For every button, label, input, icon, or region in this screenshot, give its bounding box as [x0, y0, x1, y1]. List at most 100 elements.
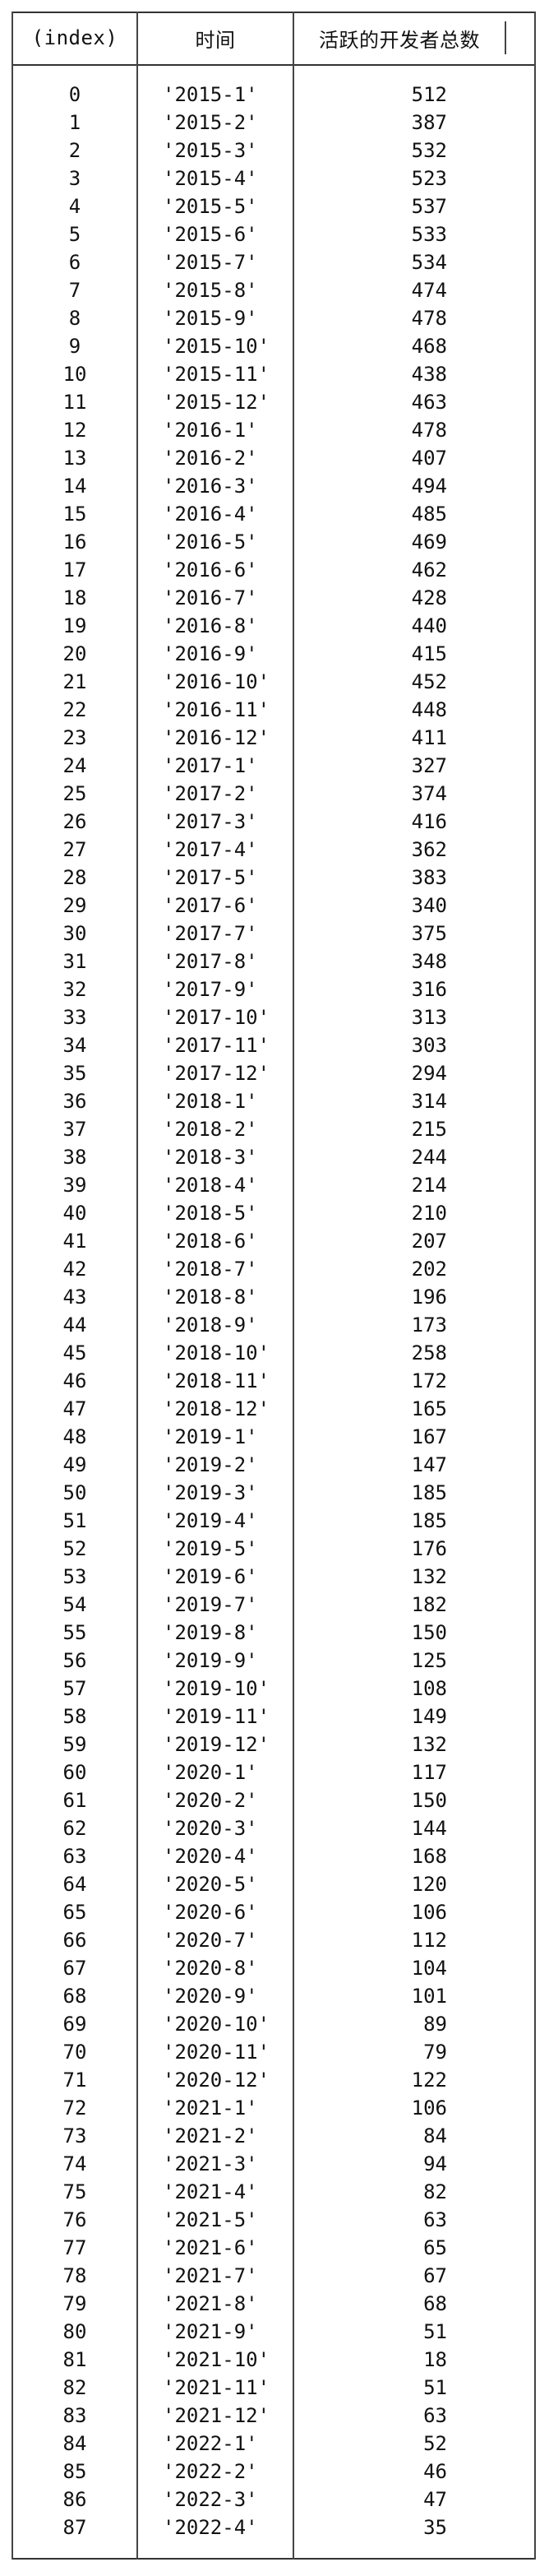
row-index-cell: 20	[62, 642, 87, 665]
row-time-cell: '2016-3'	[163, 475, 258, 498]
row-index-cell: 9	[68, 335, 81, 358]
row-count-cell: 182	[411, 1593, 447, 1616]
row-index-cell: 73	[62, 2124, 87, 2147]
row-time-cell: '2019-11'	[163, 1705, 270, 1728]
row-index-cell: 39	[62, 1174, 87, 1197]
row-time-cell: '2016-5'	[163, 530, 258, 554]
row-time-cell: '2017-11'	[163, 1034, 270, 1057]
row-count-cell: 375	[411, 922, 447, 945]
row-count-cell: 122	[411, 2069, 447, 2092]
row-count-cell: 411	[411, 726, 447, 749]
row-time-cell: '2015-10'	[163, 335, 270, 358]
row-time-cell: '2015-8'	[163, 279, 258, 302]
row-index-cell: 14	[62, 475, 87, 498]
row-index-cell: 60	[62, 1761, 87, 1784]
row-index-cell: 54	[62, 1593, 87, 1616]
row-count-cell: 362	[411, 838, 447, 861]
row-index-cell: 6	[68, 251, 81, 274]
table-row: 67 '2020-8' 104	[12, 1954, 536, 1982]
table-row: 59 '2019-12' 132	[12, 1730, 536, 1758]
row-time-cell: '2022-2'	[163, 2460, 258, 2483]
row-time-cell: '2021-9'	[163, 2320, 258, 2343]
table-row: 27 '2017-4' 362	[12, 836, 536, 864]
row-time-cell: '2018-4'	[163, 1174, 258, 1197]
row-time-cell: '2016-6'	[163, 558, 258, 581]
row-time-cell: '2018-8'	[163, 1286, 258, 1309]
table-row: 58 '2019-11' 149	[12, 1703, 536, 1730]
row-time-cell: '2015-12'	[163, 391, 270, 414]
table-row: 3 '2015-4' 523	[12, 164, 536, 192]
table-row: 25 '2017-2' 374	[12, 780, 536, 808]
table-row: 81 '2021-10' 18	[12, 2346, 536, 2374]
table-row: 62 '2020-3' 144	[12, 1814, 536, 1842]
table-left-border	[12, 12, 13, 2560]
row-count-cell: 150	[411, 1789, 447, 1812]
table-row: 51 '2019-4' 185	[12, 1507, 536, 1535]
row-count-cell: 533	[411, 223, 447, 246]
table-row: 35 '2017-12' 294	[12, 1059, 536, 1087]
row-count-cell: 185	[411, 1509, 447, 1532]
row-count-cell: 185	[411, 1481, 447, 1504]
row-index-cell: 59	[62, 1733, 87, 1756]
row-index-cell: 16	[62, 530, 87, 554]
row-count-cell: 383	[411, 866, 447, 889]
row-time-cell: '2021-8'	[163, 2292, 258, 2315]
row-count-cell: 46	[423, 2460, 447, 2483]
row-count-cell: 207	[411, 1230, 447, 1253]
row-count-cell: 79	[423, 2041, 447, 2064]
row-count-cell: 485	[411, 503, 447, 526]
row-time-cell: '2015-9'	[163, 307, 258, 330]
row-time-cell: '2015-7'	[163, 251, 258, 274]
row-index-cell: 75	[62, 2180, 87, 2203]
row-time-cell: '2018-5'	[163, 1202, 258, 1225]
table-row: 4 '2015-5' 537	[12, 192, 536, 220]
row-time-cell: '2015-3'	[163, 139, 258, 162]
row-time-cell: '2020-9'	[163, 1985, 258, 2008]
row-time-cell: '2017-7'	[163, 922, 258, 945]
row-index-cell: 32	[62, 978, 87, 1001]
row-count-cell: 313	[411, 1006, 447, 1029]
data-table: (index) 时间 活跃的开发者总数 0'2015-1' 512 1'2015-2…	[12, 12, 536, 2560]
row-time-cell: '2020-8'	[163, 1957, 258, 1980]
row-time-cell: '2016-1'	[163, 419, 258, 442]
row-index-cell: 1	[68, 111, 81, 134]
row-time-cell: '2018-7'	[163, 1258, 258, 1281]
row-index-cell: 23	[62, 726, 87, 749]
row-count-cell: 348	[411, 950, 447, 973]
table-row: 45 '2018-10' 258	[12, 1339, 536, 1367]
table-row: 56 '2019-9' 125	[12, 1647, 536, 1675]
column-divider-time	[293, 12, 294, 2560]
row-index-cell: 29	[62, 894, 87, 917]
row-index-cell: 47	[62, 1397, 87, 1420]
table-row: 21 '2016-10' 452	[12, 668, 536, 696]
table-row: 9 '2015-10' 468	[12, 332, 536, 360]
row-count-cell: 327	[411, 754, 447, 777]
row-time-cell: '2021-11'	[163, 2376, 270, 2399]
row-index-cell: 7	[68, 279, 81, 302]
row-index-cell: 34	[62, 1034, 87, 1057]
row-index-cell: 11	[62, 391, 87, 414]
table-row: 57 '2019-10' 108	[12, 1675, 536, 1703]
row-time-cell: '2021-10'	[163, 2348, 270, 2371]
table-row: 47 '2018-12' 165	[12, 1395, 536, 1423]
row-count-cell: 63	[423, 2208, 447, 2231]
row-time-cell: '2019-5'	[163, 1537, 258, 1560]
row-count-cell: 84	[423, 2124, 447, 2147]
table-row: 2 '2015-3' 532	[12, 137, 536, 164]
row-time-cell: '2016-4'	[163, 503, 258, 526]
table-row: 68 '2020-9' 101	[12, 1982, 536, 2010]
table-row: 14 '2016-3' 494	[12, 472, 536, 500]
row-count-cell: 478	[411, 307, 447, 330]
row-index-cell: 52	[62, 1537, 87, 1560]
row-index-cell: 8	[68, 307, 81, 330]
table-row: 55 '2019-8' 150	[12, 1619, 536, 1647]
row-time-cell: '2016-8'	[163, 614, 258, 637]
row-count-cell: 51	[423, 2376, 447, 2399]
row-time-cell: '2021-2'	[163, 2124, 258, 2147]
header-separator	[12, 64, 536, 66]
table-row: 16 '2016-5' 469	[12, 528, 536, 556]
row-index-cell: 78	[62, 2264, 87, 2287]
table-row: 82 '2021-11' 51	[12, 2374, 536, 2402]
row-time-cell: '2022-4'	[163, 2516, 258, 2539]
row-time-cell: '2017-9'	[163, 978, 258, 1001]
